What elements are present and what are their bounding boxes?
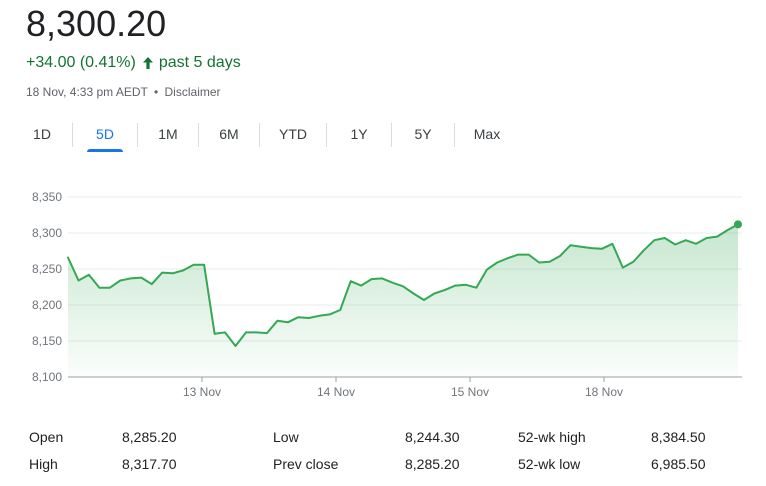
current-price: 8,300.20: [26, 3, 167, 44]
tab-1m[interactable]: 1M: [158, 126, 178, 142]
stat-low-label: Low: [273, 429, 299, 445]
tab-divider: [454, 123, 455, 147]
stat-52wk-low-label: 52-wk low: [518, 456, 581, 472]
y-tick-label: 8,300: [32, 226, 62, 240]
timestamp: 18 Nov, 4:33 pm AEDT: [26, 85, 148, 99]
price-line: [67, 223, 739, 347]
tab-divider: [326, 123, 327, 147]
axis-layer: 8,100 8,150 8,200 8,250 8,300 8,350 13 Nov 14 N…: [32, 190, 623, 399]
x-tick-label: 14 Nov: [317, 385, 355, 399]
separator-dot: •: [153, 85, 159, 99]
price-change-row: +34.00 (0.41%) past 5 days: [26, 52, 241, 74]
stat-prev-close-label: Prev close: [273, 456, 339, 472]
stat-open-value: 8,285.20: [122, 429, 177, 445]
tab-5y[interactable]: 5Y: [414, 126, 432, 142]
disclaimer-link[interactable]: Disclaimer: [164, 85, 221, 99]
range-tabs: 1D 5D 1M 6M YTD 1Y 5Y Max: [12, 119, 519, 151]
stat-high-label: High: [29, 456, 58, 472]
tab-divider: [137, 123, 138, 147]
y-tick-label: 8,150: [32, 334, 62, 348]
tab-6m[interactable]: 6M: [219, 126, 239, 142]
tab-1y[interactable]: 1Y: [350, 126, 368, 142]
tab-divider: [198, 123, 199, 147]
tab-divider: [391, 123, 392, 147]
tab-divider: [259, 123, 260, 147]
price-chart[interactable]: 8,100 8,150 8,200 8,250 8,300 8,350 13 Nov 14 N…: [0, 180, 766, 410]
stat-low-value: 8,244.30: [405, 429, 460, 445]
series-layer: [67, 220, 742, 377]
tab-5d[interactable]: 5D: [73, 119, 137, 151]
x-tick-label: 13 Nov: [183, 385, 221, 399]
y-tick-label: 8,200: [32, 298, 62, 312]
y-tick-label: 8,100: [32, 370, 62, 384]
stat-high-value: 8,317.70: [122, 456, 177, 472]
stat-52wk-high-label: 52-wk high: [518, 429, 586, 445]
change-period: past 5 days: [158, 54, 241, 71]
y-tick-label: 8,350: [32, 190, 62, 204]
stat-52wk-low-value: 6,985.50: [651, 456, 706, 472]
stat-52wk-high-value: 8,384.50: [651, 429, 706, 445]
timestamp-row: 18 Nov, 4:33 pm AEDT • Disclaimer: [26, 84, 221, 100]
last-price-dot: [734, 220, 742, 229]
price-change: +34.00 (0.41%): [26, 54, 136, 71]
price-area: [68, 224, 738, 377]
stats-table: Open 8,285.20 High 8,317.70 Low 8,244.30…: [0, 420, 766, 480]
x-tick-label: 15 Nov: [451, 385, 489, 399]
x-tick-label: 18 Nov: [585, 385, 623, 399]
arrow-up-icon: [141, 55, 155, 71]
y-tick-label: 8,250: [32, 262, 62, 276]
tab-ytd[interactable]: YTD: [279, 126, 307, 142]
tab-max[interactable]: Max: [473, 126, 501, 142]
stat-open-label: Open: [29, 429, 64, 445]
stat-prev-close-value: 8,285.20: [405, 456, 460, 472]
tab-1d[interactable]: 1D: [33, 126, 51, 142]
